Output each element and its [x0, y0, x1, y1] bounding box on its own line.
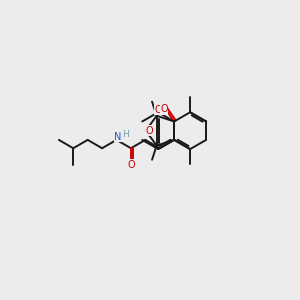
Text: O: O [146, 126, 153, 136]
Text: N: N [114, 132, 122, 142]
Text: O: O [160, 104, 168, 114]
Text: O: O [154, 105, 162, 115]
Text: H: H [122, 130, 129, 139]
Text: O: O [127, 160, 135, 170]
